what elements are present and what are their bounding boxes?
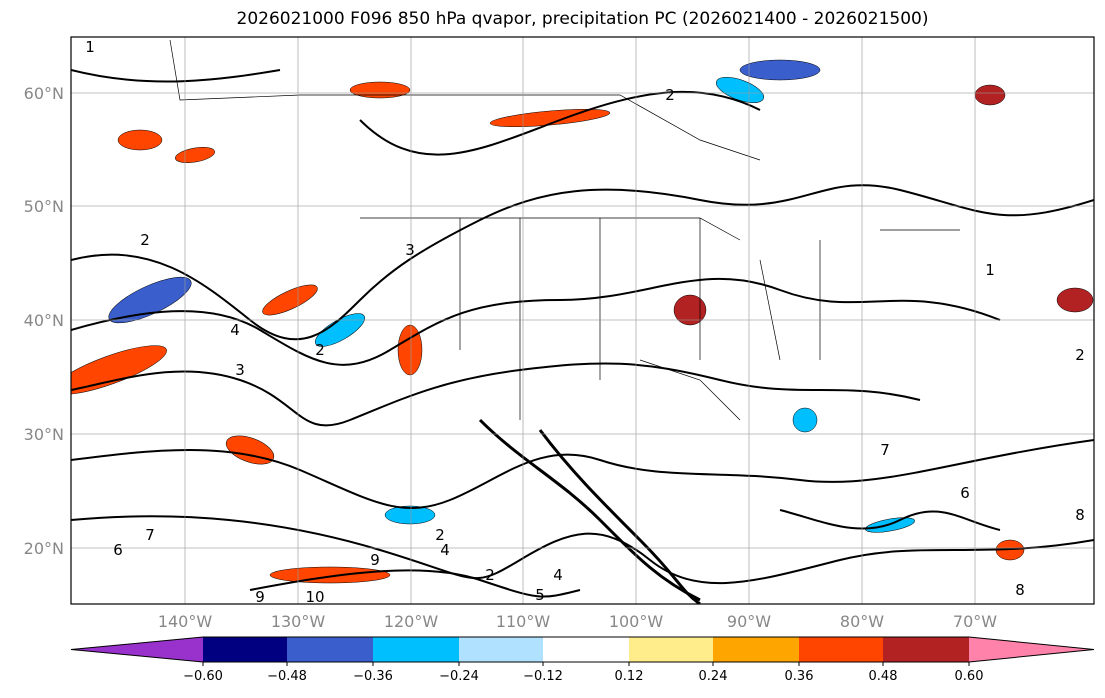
contour-label: 7 — [145, 526, 155, 544]
precip-anomaly-area — [262, 284, 318, 316]
precip-anomaly-area — [384, 505, 436, 525]
contour-label: 6 — [113, 541, 123, 559]
contour-label: 3 — [405, 241, 415, 259]
contour-label: 2 — [1075, 346, 1085, 364]
lon-label: 70°W — [953, 612, 997, 631]
colorbar-tick-label: 0.36 — [785, 669, 814, 684]
contour-label: 1 — [85, 38, 95, 56]
lat-label: 40°N — [24, 311, 64, 330]
colorbar-tick-label: 0.60 — [955, 669, 984, 684]
lat-label: 60°N — [24, 84, 64, 103]
contour-label: 8 — [1075, 506, 1085, 524]
colorbar: −0.60 −0.48 −0.36 −0.24 −0.12 0.12 0.24 0.36 0.4… — [70, 636, 1095, 684]
contour-label: 2 — [140, 231, 150, 249]
state-borders — [169, 39, 960, 421]
precip-anomaly-fills — [71, 59, 1094, 584]
precip-anomaly-area — [314, 313, 366, 347]
precip-anomaly-area — [792, 407, 818, 433]
contour-label: 4 — [553, 566, 563, 584]
lat-label: 30°N — [24, 425, 64, 444]
precip-anomaly-area — [117, 129, 163, 151]
colorbar-tick-label: −0.48 — [267, 669, 307, 684]
map-frame — [70, 36, 1095, 605]
map-title: 2026021000 F096 850 hPa qvapor, precipit… — [236, 9, 929, 29]
precip-anomaly-area — [71, 345, 167, 395]
colorbar-segment — [203, 637, 287, 662]
precip-anomaly-area — [673, 294, 707, 326]
contour-label: 10 — [305, 588, 324, 606]
colorbar-segment — [799, 637, 883, 662]
colorbar-segment — [543, 637, 629, 662]
lon-label: 120°W — [384, 612, 439, 631]
contour-label: 3 — [235, 361, 245, 379]
colorbar-tick-label: −0.36 — [353, 669, 393, 684]
lon-label: 140°W — [158, 612, 213, 631]
contour-label: 7 — [880, 441, 890, 459]
colorbar-segment — [883, 637, 969, 662]
contour-label: 2 — [665, 86, 675, 104]
lon-label: 110°W — [496, 612, 551, 631]
precip-anomaly-area — [739, 59, 821, 81]
lon-label: 130°W — [271, 612, 326, 631]
colorbar-tick-label: 0.12 — [615, 669, 644, 684]
colorbar-tick-label: −0.12 — [523, 669, 563, 684]
colorbar-tick-label: 0.24 — [699, 669, 728, 684]
contour-label: 8 — [1015, 581, 1025, 599]
colorbar-segment — [713, 637, 799, 662]
contour-label: 6 — [960, 484, 970, 502]
colorbar-segment — [629, 637, 713, 662]
precip-anomaly-area — [1056, 287, 1094, 313]
contour-label: 5 — [535, 586, 545, 604]
contour-label: 2 — [485, 566, 495, 584]
precip-anomaly-area — [349, 81, 411, 99]
lon-label: 80°W — [840, 612, 884, 631]
colorbar-extend-max — [969, 637, 1094, 662]
precip-anomaly-area — [974, 84, 1006, 106]
lon-label: 100°W — [609, 612, 664, 631]
colorbar-tick-label: 0.48 — [869, 669, 898, 684]
colorbar-tick-label: −0.24 — [439, 669, 479, 684]
contour-label: 1 — [985, 261, 995, 279]
lat-label: 20°N — [24, 539, 64, 558]
colorbar-segment — [287, 637, 373, 662]
contour-label: 2 — [315, 341, 325, 359]
precip-anomaly-area — [269, 566, 391, 584]
contour-label: 9 — [370, 551, 380, 569]
lon-label: 90°W — [727, 612, 771, 631]
contour-label: 2 — [435, 526, 445, 544]
colorbar-segment — [373, 637, 459, 662]
contour-label: 4 — [230, 321, 240, 339]
grid-lines — [71, 37, 1094, 604]
colorbar-segment — [459, 637, 543, 662]
colorbar-extend-min — [71, 637, 203, 662]
colorbar-tick-label: −0.60 — [183, 669, 223, 684]
contour-label: 4 — [440, 541, 450, 559]
lat-label: 50°N — [24, 197, 64, 216]
contour-label: 9 — [255, 588, 265, 606]
precip-anomaly-area — [397, 324, 423, 376]
